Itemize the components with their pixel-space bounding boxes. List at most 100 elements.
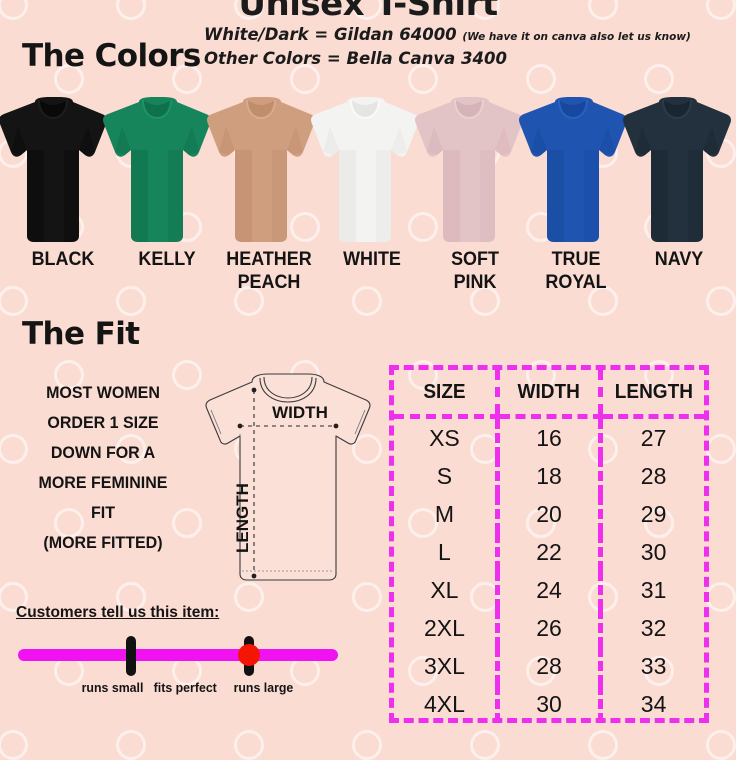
brand-info: White/Dark = Gildan 64000 (We have it on… bbox=[204, 24, 691, 69]
decorative-ring bbox=[706, 434, 736, 464]
size-chart-cell-size: 3XL bbox=[423, 652, 465, 679]
slider-selected-marker[interactable] bbox=[238, 644, 260, 666]
page-title: Unisex T-Shirt bbox=[238, 0, 498, 24]
fit-advice-line: FIT bbox=[90, 504, 116, 522]
color-label-line: PEACH bbox=[237, 271, 301, 293]
size-chart-cell-length: 29 bbox=[598, 495, 704, 533]
slider-label-runs-large[interactable]: runs large bbox=[233, 680, 294, 695]
fit-advice-line: DOWN FOR A bbox=[50, 444, 156, 462]
color-label-line: PINK bbox=[453, 271, 497, 293]
size-chart-cell-length: 27 bbox=[598, 416, 704, 457]
size-chart-cell-length: 30 bbox=[598, 533, 704, 571]
slider-label-runs-small[interactable]: runs small bbox=[81, 680, 144, 695]
table-row: S 18 28 bbox=[394, 457, 704, 495]
size-chart-cell-width: 28 bbox=[494, 647, 601, 685]
size-chart-cell-length: 31 bbox=[598, 571, 704, 609]
size-chart-cell-size: L bbox=[438, 538, 451, 565]
diagram-length-label: LENGTH bbox=[233, 483, 252, 553]
decorative-ring bbox=[234, 730, 264, 760]
color-label-row: BLACK KELLY HEATHER PEACH WHITE SOFT PINK TRUE R… bbox=[0, 248, 736, 304]
brand-canva-note: (We have it on canva also let us know) bbox=[462, 31, 691, 43]
size-chart-cell-length: 33 bbox=[598, 647, 704, 685]
decorative-ring bbox=[0, 730, 28, 760]
size-chart-cell-size: M bbox=[434, 500, 454, 527]
color-label-navy: NAVY bbox=[629, 248, 728, 271]
table-row: 3XL 28 33 bbox=[394, 647, 704, 685]
fit-advice-line: MOST WOMEN bbox=[46, 384, 160, 402]
table-row: 2XL 26 32 bbox=[394, 609, 704, 647]
size-chart-cell-width: 30 bbox=[494, 685, 601, 723]
fit-advice-line: MORE FEMININE bbox=[38, 474, 168, 492]
size-chart-col-width: WIDTH bbox=[497, 370, 599, 419]
color-label-line: ROYAL bbox=[545, 271, 607, 293]
tshirt-measurement-diagram: WIDTH LENGTH bbox=[190, 368, 386, 598]
size-chart-header-row: SIZE WIDTH LENGTH bbox=[394, 370, 704, 419]
shirt-mockup-heather-peach bbox=[202, 96, 320, 244]
color-label-line: HEATHER bbox=[226, 248, 312, 270]
fit-advice-text: MOST WOMEN ORDER 1 SIZE DOWN FOR A MORE FEM… bbox=[10, 378, 196, 558]
size-chart-cell-width: 16 bbox=[494, 416, 601, 457]
table-row: 4XL 30 34 bbox=[394, 685, 704, 723]
color-label-line: WHITE bbox=[343, 248, 401, 270]
color-label-line: KELLY bbox=[138, 248, 196, 270]
slider-label-row: runs small fits perfect runs large bbox=[14, 680, 354, 702]
size-chart-cell-size: S bbox=[436, 462, 453, 489]
shirt-mockup-soft-pink bbox=[410, 96, 528, 244]
size-chart-cell-width: 18 bbox=[494, 457, 601, 495]
decorative-ring bbox=[352, 730, 382, 760]
brand-line-white-dark-text: White/Dark = Gildan 64000 bbox=[204, 25, 457, 44]
color-label-heather-peach: HEATHER PEACH bbox=[219, 248, 318, 294]
color-label-kelly: KELLY bbox=[117, 248, 216, 271]
diagram-width-label: WIDTH bbox=[272, 403, 328, 422]
color-label-line: SOFT bbox=[451, 248, 499, 270]
brand-line-other-colors: Other Colors = Bella Canva 3400 bbox=[204, 49, 507, 68]
slider-caption: Customers tell us this item: bbox=[16, 604, 220, 621]
size-chart-cell-size: 2XL bbox=[423, 614, 465, 641]
shirt-mockup-black bbox=[0, 96, 112, 244]
color-label-black: BLACK bbox=[13, 248, 112, 271]
shirt-mockup-true-royal bbox=[514, 96, 632, 244]
color-label-true-royal: TRUE ROYAL bbox=[526, 248, 625, 294]
decorative-ring bbox=[470, 730, 500, 760]
color-label-line: BLACK bbox=[31, 248, 95, 270]
table-row: M 20 29 bbox=[394, 495, 704, 533]
size-chart-cell-width: 20 bbox=[494, 495, 601, 533]
slider-bar[interactable] bbox=[18, 649, 338, 661]
brand-line-white-dark: White/Dark = Gildan 64000 (We have it on… bbox=[204, 24, 691, 48]
shirt-mockup-navy bbox=[618, 96, 736, 244]
table-row: XS 16 27 bbox=[394, 416, 704, 457]
size-chart-cell-size: XS bbox=[429, 424, 460, 451]
table-row: L 22 30 bbox=[394, 533, 704, 571]
size-chart-cell-size: XL bbox=[430, 576, 459, 603]
color-label-soft-pink: SOFT PINK bbox=[425, 248, 524, 294]
color-label-line: TRUE bbox=[551, 248, 601, 270]
shirt-mockup-kelly bbox=[98, 96, 216, 244]
size-chart-cell-length: 34 bbox=[598, 685, 704, 723]
size-chart-col-size: SIZE bbox=[396, 370, 495, 419]
size-chart-cell-length: 28 bbox=[598, 457, 704, 495]
slider-label-fits-perfect[interactable]: fits perfect bbox=[153, 680, 217, 695]
slider-tick-runs-small[interactable] bbox=[126, 636, 136, 676]
decorative-ring bbox=[706, 730, 736, 760]
size-chart-cell-width: 22 bbox=[494, 533, 601, 571]
table-row: XL 24 31 bbox=[394, 571, 704, 609]
color-label-line: NAVY bbox=[654, 248, 704, 270]
size-chart-cell-width: 26 bbox=[494, 609, 601, 647]
size-chart-col-length: LENGTH bbox=[600, 370, 702, 419]
shirt-mockup-white bbox=[306, 96, 424, 244]
size-chart-cell-length: 32 bbox=[598, 609, 704, 647]
size-chart-body: XS 16 27 S 18 28 M 20 29 L 22 30 XL 24 31 2XL 26 32 3XL 28 3… bbox=[394, 416, 704, 723]
decorative-ring bbox=[116, 730, 146, 760]
colors-section-heading: The Colors bbox=[22, 38, 201, 74]
fit-advice-line: (MORE FITTED) bbox=[43, 534, 163, 552]
size-chart-table: SIZE WIDTH LENGTH XS 16 27 S 18 28 M 20 29 L 22 30 XL 2… bbox=[389, 365, 709, 723]
fit-feedback-slider[interactable]: Customers tell us this item: runs small f… bbox=[14, 604, 354, 704]
color-label-white: WHITE bbox=[322, 248, 421, 271]
fit-advice-line: ORDER 1 SIZE bbox=[47, 414, 159, 432]
slider-track-wrap[interactable] bbox=[14, 634, 354, 678]
fit-section-heading: The Fit bbox=[22, 316, 140, 352]
color-swatch-strip bbox=[0, 96, 736, 244]
size-chart-cell-size: 4XL bbox=[423, 690, 465, 717]
size-chart-cell-width: 24 bbox=[494, 571, 601, 609]
decorative-ring bbox=[706, 582, 736, 612]
